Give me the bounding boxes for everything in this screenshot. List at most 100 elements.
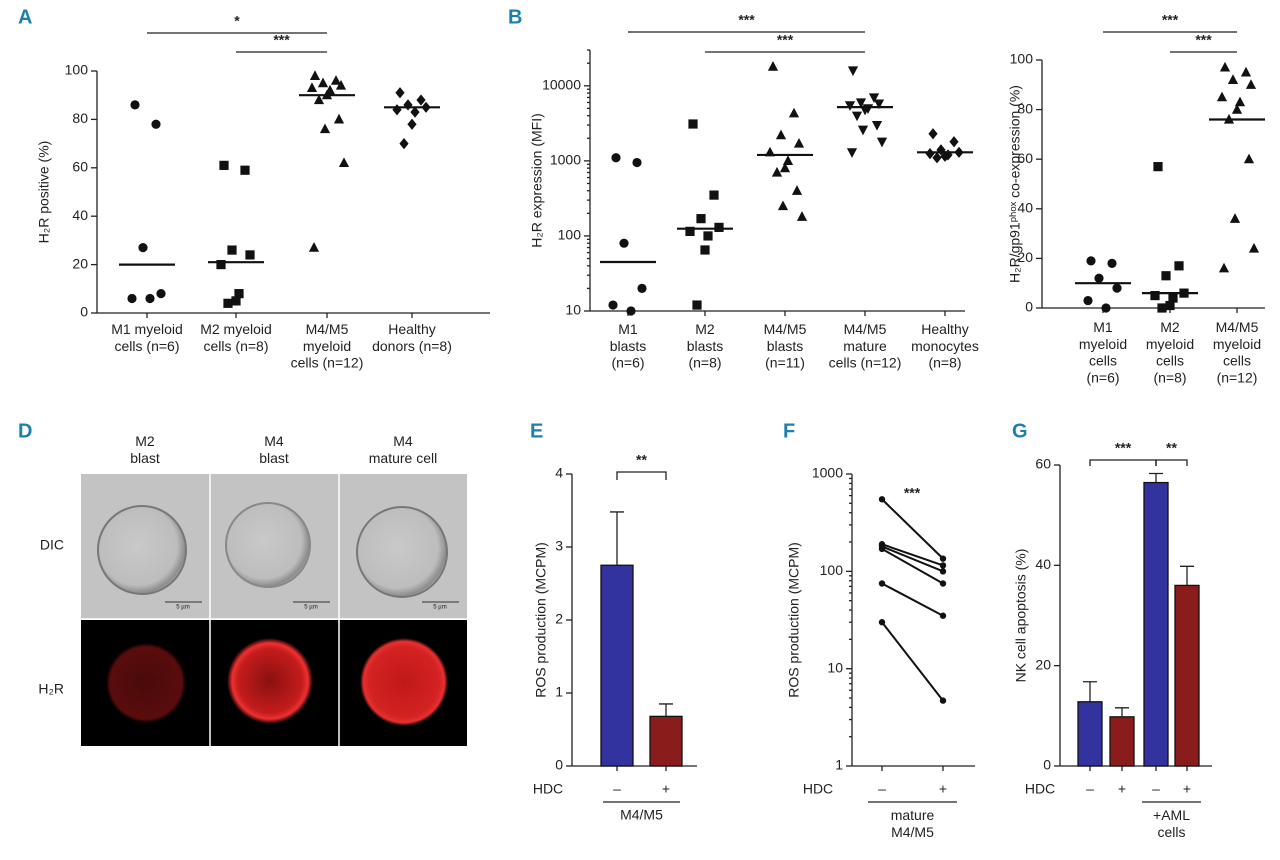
- y-tick-label: 80: [1017, 100, 1033, 116]
- x-tick-label: +: [1183, 781, 1191, 797]
- panel-label: B: [508, 6, 522, 28]
- x-tick-label: Healthy monocytes (n=8): [911, 321, 979, 371]
- point: [939, 580, 947, 587]
- y-tick-label: 0: [555, 757, 563, 773]
- point: [928, 128, 938, 140]
- pair-line: [881, 498, 944, 560]
- point: [793, 137, 805, 148]
- bar: [1077, 701, 1103, 767]
- scale-bar-label: 5 µm: [304, 605, 317, 611]
- point: [395, 87, 405, 99]
- point: [1231, 104, 1243, 114]
- pair-line: [881, 543, 944, 567]
- y-tick-label: 20: [72, 255, 88, 271]
- point: [156, 289, 166, 299]
- cell: [360, 638, 448, 726]
- point: [219, 160, 229, 170]
- point: [775, 129, 787, 140]
- point: [632, 157, 642, 168]
- bar: [1109, 716, 1135, 767]
- y-tick-label: 80: [72, 110, 88, 126]
- point: [151, 119, 161, 129]
- y-tick-label: 20: [1017, 249, 1033, 265]
- y-tick-label: 40: [1017, 200, 1033, 216]
- panel-label: E: [530, 420, 543, 442]
- point: [846, 148, 858, 158]
- panel-label: G: [1012, 420, 1028, 442]
- y-tick-label: 1000: [550, 152, 581, 168]
- significance-label: ***: [1195, 32, 1212, 48]
- point: [1248, 242, 1260, 253]
- point: [410, 106, 420, 118]
- significance-label: ***: [1115, 440, 1132, 456]
- point: [1165, 300, 1175, 311]
- point: [309, 70, 321, 80]
- point: [932, 152, 942, 164]
- x-tick-label: M2 myeloid cells (n=8): [200, 321, 272, 354]
- cell: [227, 638, 313, 724]
- y-tick-label: 100: [820, 562, 844, 578]
- y-axis-label: H₂R/gp91ᵖʰᵒˣ co-expression (%): [1007, 85, 1023, 283]
- significance-bracket: [616, 471, 667, 480]
- point: [338, 157, 350, 168]
- bar: [600, 564, 634, 767]
- panel-0: A H₂R positive (%) 0 20 40 60 80 100 M1 myeloid c…: [18, 6, 490, 370]
- y-tick-label: 1000: [812, 465, 843, 481]
- point: [637, 283, 647, 294]
- row-label: DIC: [40, 537, 64, 553]
- point: [771, 166, 783, 177]
- x-tick-label: Healthy donors (n=8): [372, 321, 452, 354]
- point: [335, 79, 347, 90]
- x-tick-label: M1 blasts (n=6): [610, 321, 647, 371]
- scale-bar-label: 5 µm: [176, 605, 189, 611]
- cell: [106, 643, 186, 723]
- point: [1240, 66, 1252, 77]
- point: [234, 289, 244, 299]
- significance-label: ***: [1162, 12, 1179, 28]
- scale-bar-label: 5 µm: [433, 605, 446, 611]
- point: [1107, 258, 1117, 268]
- y-tick-label: 40: [72, 207, 88, 223]
- cell: [97, 505, 187, 595]
- point: [939, 568, 947, 575]
- x-tick-label: M2 myeloid cells (n=8): [1146, 319, 1194, 385]
- point: [939, 697, 947, 704]
- x-tick-label: +: [1118, 781, 1126, 797]
- x-tick-label: M4/M5 myeloid cells (n=12): [291, 321, 364, 371]
- point: [696, 214, 706, 224]
- point: [871, 120, 883, 131]
- panel-label: A: [18, 6, 32, 28]
- point: [939, 555, 947, 562]
- point: [1161, 271, 1171, 281]
- pair-line: [881, 548, 944, 585]
- x-axis-label: HDC: [533, 781, 563, 797]
- point: [949, 136, 959, 148]
- column-label: M2 blast: [130, 433, 160, 466]
- x-tick-label: M4/M5 myeloid cells (n=12): [1213, 319, 1261, 385]
- point: [416, 94, 426, 106]
- point: [692, 300, 702, 310]
- y-tick-label: 60: [1035, 456, 1051, 472]
- y-tick-label: 1: [835, 757, 843, 773]
- bar: [649, 715, 683, 767]
- point: [407, 118, 417, 130]
- group-label: mature M4/M5: [891, 807, 935, 840]
- point: [925, 148, 935, 160]
- point: [611, 153, 621, 163]
- point: [857, 125, 869, 136]
- panel-4: F ROS production (MCPM) 1 10 100 1000 – + HDC mat…: [783, 420, 975, 840]
- x-tick-label: +: [662, 781, 670, 797]
- y-tick-label: 3: [555, 538, 563, 554]
- x-tick-label: –: [878, 781, 886, 797]
- point: [1086, 256, 1096, 266]
- point: [1083, 295, 1093, 306]
- point: [333, 113, 345, 124]
- point: [703, 231, 713, 241]
- point: [1216, 91, 1228, 102]
- point: [1101, 303, 1111, 313]
- y-tick-label: 4: [555, 465, 563, 481]
- point: [1227, 74, 1239, 84]
- point: [940, 150, 950, 162]
- y-tick-label: 20: [1035, 656, 1051, 672]
- y-tick-label: 100: [65, 62, 89, 78]
